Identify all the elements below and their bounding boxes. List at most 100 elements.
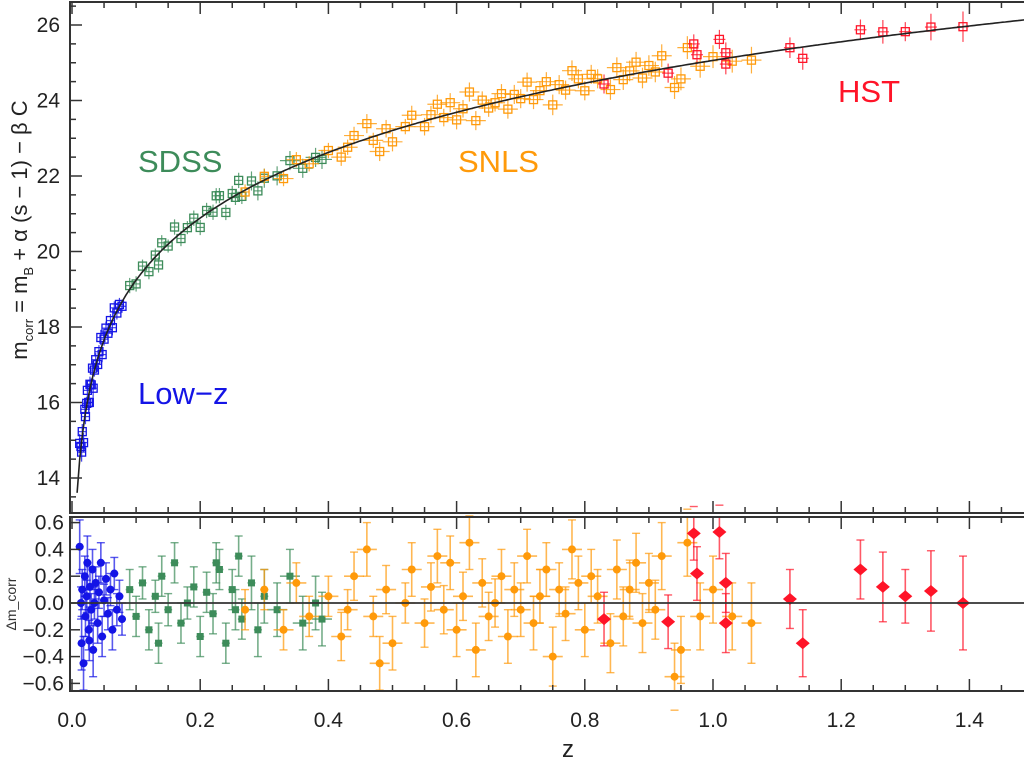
marker [676, 645, 685, 654]
data-point-main-hst [687, 34, 700, 54]
data-point-main-snls [517, 72, 538, 92]
data-point-main-snls [446, 110, 467, 130]
data-point-main-snls [651, 44, 672, 68]
marker [657, 552, 666, 561]
data-point-main-snls [376, 119, 397, 138]
marker [324, 592, 333, 601]
data-point-main-snls [542, 94, 563, 116]
marker [555, 585, 564, 594]
data-point-residual-hst [853, 539, 868, 600]
data-point-residual-sdss [253, 602, 262, 658]
marker [337, 632, 346, 641]
model-curve [76, 19, 1024, 493]
marker [650, 67, 660, 77]
marker [612, 62, 622, 73]
marker [535, 85, 545, 96]
marker [155, 639, 163, 647]
data-point-residual-sdss [311, 591, 332, 647]
marker [587, 572, 596, 581]
data-point-main-snls [356, 114, 377, 134]
data-point-main-hst [899, 22, 912, 42]
data-point-residual-snls [318, 575, 339, 618]
y-tick-label: 22 [37, 165, 60, 188]
y-tick-label: 14 [37, 467, 61, 490]
data-point-main-snls [427, 94, 448, 114]
data-point-main-hst [719, 53, 732, 75]
marker [692, 50, 702, 60]
marker [714, 34, 725, 45]
marker [91, 578, 100, 587]
marker [285, 155, 295, 166]
marker [318, 615, 326, 623]
marker [103, 609, 112, 618]
data-point-main-snls [606, 57, 627, 78]
marker [510, 585, 519, 594]
marker [291, 155, 302, 165]
marker [541, 77, 551, 87]
data-point-residual-snls [741, 582, 762, 664]
data-point-residual-sdss [189, 566, 198, 608]
marker [523, 552, 532, 561]
marker [163, 241, 173, 251]
data-point-residual-low-z [110, 556, 119, 591]
data-point-main-hst [690, 45, 703, 65]
data-point-main-sdss [234, 172, 244, 189]
marker [388, 639, 397, 648]
marker [215, 566, 223, 573]
marker [669, 82, 680, 93]
marker [196, 633, 204, 640]
marker [336, 152, 346, 162]
marker [651, 605, 660, 614]
data-point-residual-snls [517, 528, 538, 584]
y-tick-label: 0.6 [35, 512, 64, 535]
marker [670, 672, 679, 681]
marker [292, 578, 301, 587]
marker [632, 558, 641, 567]
data-point-residual-hst [689, 546, 704, 602]
marker [529, 619, 538, 628]
marker [407, 565, 416, 574]
marker [426, 582, 435, 591]
data-point-main-sdss [195, 219, 205, 236]
data-point-residual-snls [433, 584, 454, 635]
data-point-residual-low-z [83, 535, 92, 591]
data-point-main-snls [741, 46, 762, 74]
marker [407, 110, 417, 120]
marker [452, 625, 461, 634]
data-point-residual-sdss [247, 555, 256, 611]
marker [638, 619, 647, 628]
data-point-main-snls [273, 170, 294, 187]
data-point-main-snls [574, 81, 595, 101]
data-point-residual-snls [382, 615, 403, 671]
marker [689, 567, 704, 580]
marker [182, 222, 193, 233]
data-point-residual-snls [459, 515, 480, 571]
data-point-residual-sdss [202, 571, 211, 614]
data-point-residual-sdss [170, 542, 179, 584]
marker [580, 86, 590, 96]
marker [542, 565, 551, 574]
data-point-main-snls [497, 99, 518, 119]
y-tick-label: 24 [37, 90, 61, 113]
marker [728, 612, 737, 621]
data-point-residual-snls [664, 642, 685, 711]
data-point-main-hst [854, 19, 867, 41]
data-point-main-hst [598, 74, 611, 94]
marker [203, 588, 211, 596]
marker [855, 25, 866, 35]
marker [88, 383, 98, 393]
data-point-main-snls [382, 132, 403, 152]
marker [139, 579, 147, 587]
data-point-main-hst [662, 63, 675, 83]
marker [132, 612, 140, 620]
y-tick-label: −0.2 [23, 619, 64, 642]
main-panel-frame [69, 1, 1024, 514]
y-tick-label: 16 [37, 392, 60, 415]
marker [592, 74, 603, 84]
y-tick-label: 20 [37, 241, 60, 264]
marker [115, 592, 124, 601]
marker [279, 625, 288, 634]
data-point-main-hst [796, 46, 809, 70]
marker [446, 558, 455, 567]
